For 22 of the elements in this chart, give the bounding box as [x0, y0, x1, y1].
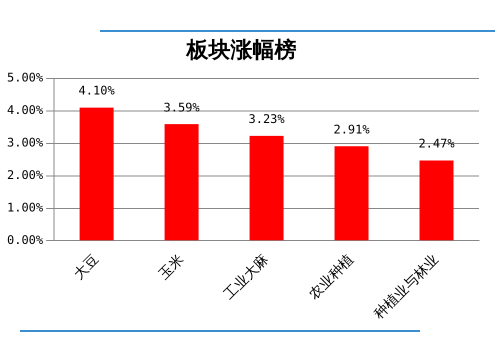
bar — [250, 136, 284, 240]
data-label: 2.47% — [418, 136, 456, 151]
data-label: 4.10% — [78, 84, 116, 98]
x-tick-label: 农业种植 — [306, 252, 357, 303]
y-tick-label: 4.00% — [7, 102, 44, 117]
bar — [420, 160, 454, 240]
chart-title: 板块涨幅榜 — [186, 38, 296, 63]
data-label: 3.59% — [164, 100, 200, 114]
y-tick-label: 3.00% — [7, 135, 44, 150]
bar — [80, 108, 114, 240]
data-label: 2.91% — [333, 122, 370, 136]
x-tick-label: 工业大麻 — [221, 252, 272, 303]
bar — [334, 146, 369, 240]
x-tick-label: 玉米 — [156, 252, 187, 283]
data-label: 3.23% — [248, 112, 286, 126]
bar — [164, 124, 199, 240]
x-tick-label: 大豆 — [70, 252, 102, 283]
y-tick-label: 1.00% — [7, 200, 44, 214]
x-tick-label: 种植业与林业 — [371, 252, 442, 322]
y-tick-label: 5.00% — [7, 70, 44, 85]
y-tick-label: 0.00% — [7, 232, 44, 247]
y-tick-label: 2.00% — [7, 168, 44, 182]
